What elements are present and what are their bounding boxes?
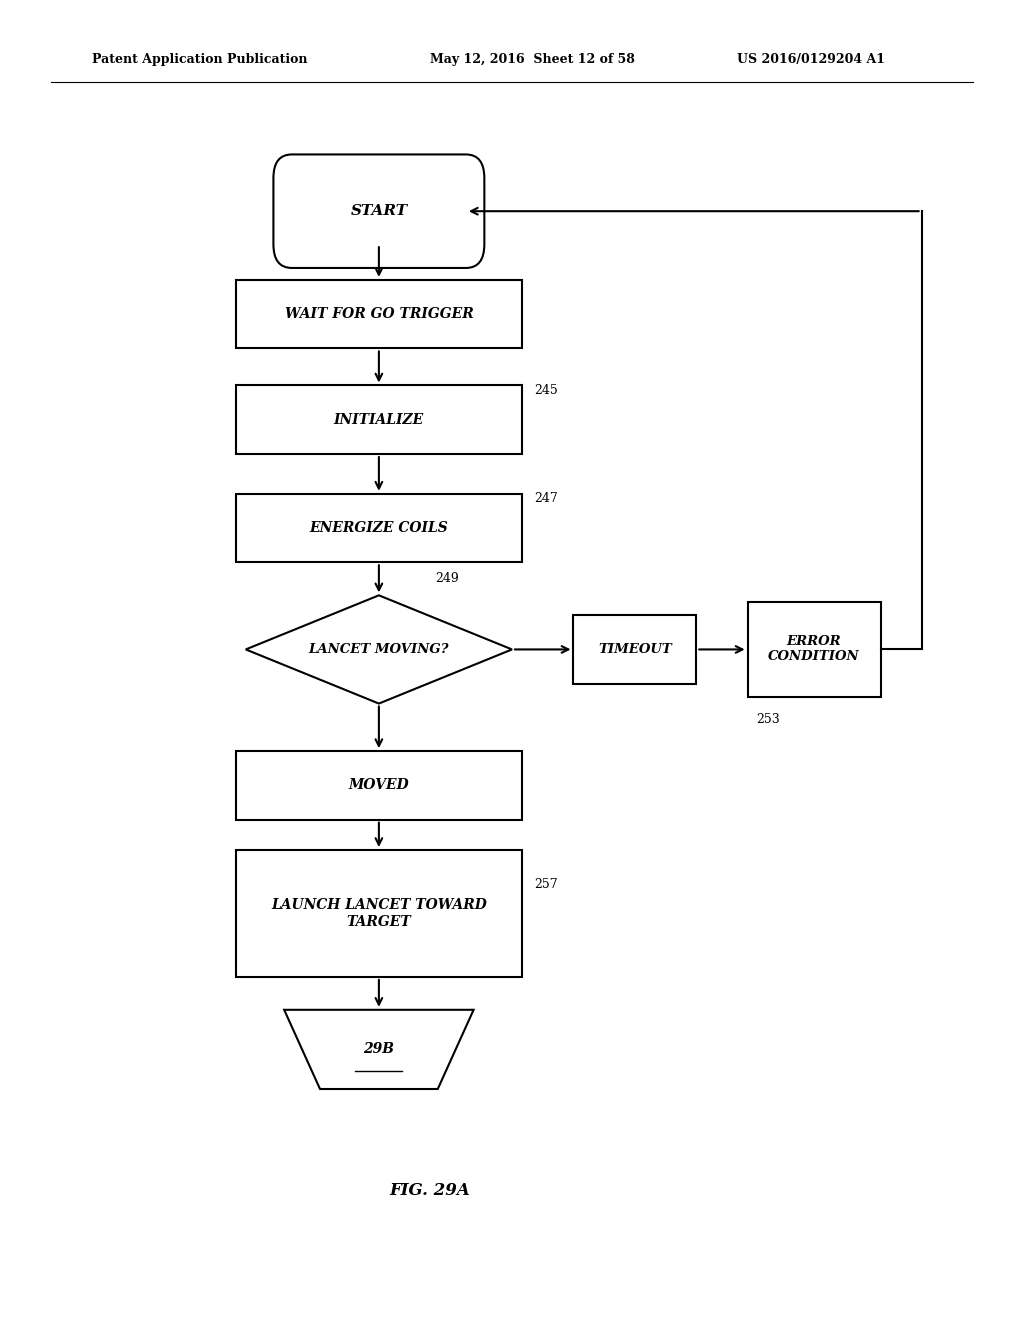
Text: TIMEOUT: TIMEOUT: [598, 643, 672, 656]
Text: INITIALIZE: INITIALIZE: [334, 413, 424, 426]
Bar: [236, 385, 522, 454]
FancyBboxPatch shape: [273, 154, 484, 268]
Text: 29B: 29B: [364, 1043, 394, 1056]
Text: May 12, 2016  Sheet 12 of 58: May 12, 2016 Sheet 12 of 58: [430, 53, 635, 66]
Text: 257: 257: [535, 878, 558, 891]
Text: 247: 247: [535, 492, 558, 506]
Text: WAIT FOR GO TRIGGER: WAIT FOR GO TRIGGER: [285, 308, 473, 321]
Bar: [236, 494, 522, 562]
Bar: [573, 615, 696, 684]
Text: Patent Application Publication: Patent Application Publication: [92, 53, 307, 66]
Text: 249: 249: [435, 572, 459, 585]
Text: LAUNCH LANCET TOWARD
TARGET: LAUNCH LANCET TOWARD TARGET: [271, 899, 486, 928]
Text: US 2016/0129204 A1: US 2016/0129204 A1: [737, 53, 886, 66]
Text: START: START: [350, 205, 408, 218]
Bar: [236, 850, 522, 977]
Text: ENERGIZE COILS: ENERGIZE COILS: [309, 521, 449, 535]
Polygon shape: [284, 1010, 473, 1089]
Text: FIG. 29A: FIG. 29A: [390, 1183, 470, 1199]
Text: 253: 253: [756, 713, 779, 726]
Bar: [748, 602, 881, 697]
Text: MOVED: MOVED: [348, 779, 410, 792]
Text: 245: 245: [535, 384, 558, 397]
Text: LANCET MOVING?: LANCET MOVING?: [308, 643, 450, 656]
Bar: [236, 751, 522, 820]
Text: ERROR
CONDITION: ERROR CONDITION: [768, 635, 860, 664]
Polygon shape: [246, 595, 512, 704]
Bar: [236, 280, 522, 348]
